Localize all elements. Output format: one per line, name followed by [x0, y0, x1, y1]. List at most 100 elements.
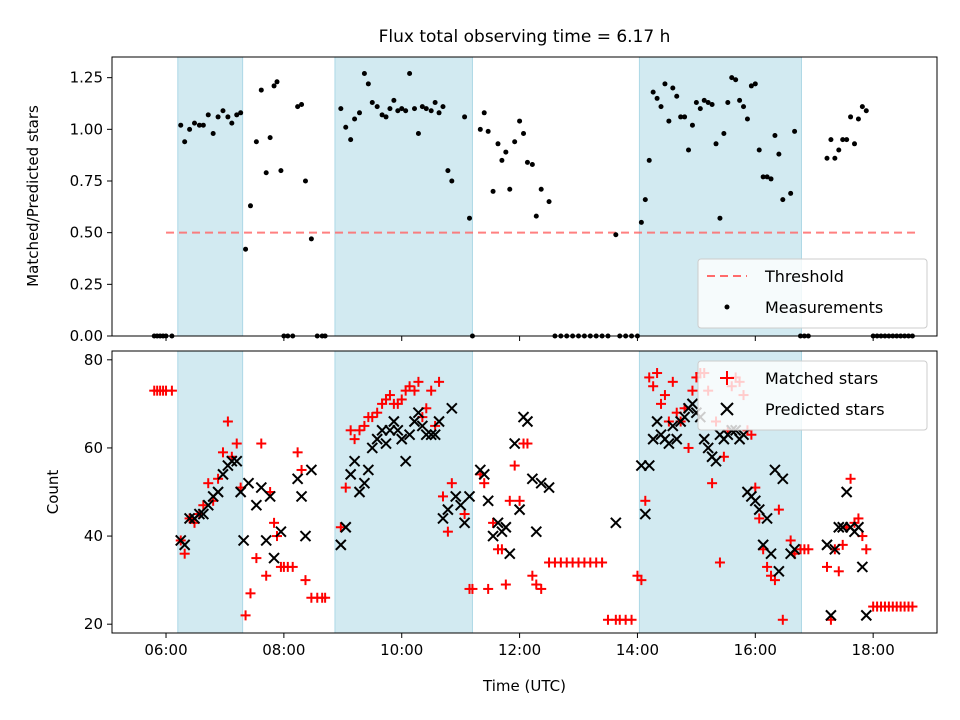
matched-star-marker [179, 548, 190, 559]
predicted-star-marker [260, 534, 272, 547]
measurement-point [709, 102, 715, 108]
measurement-point [613, 232, 619, 238]
measurement-point [462, 114, 468, 120]
predicted-star-marker [353, 486, 366, 498]
matched-star-marker [240, 610, 251, 621]
x-tick-label: 10:00 [380, 641, 423, 659]
predicted-star-marker [777, 473, 789, 485]
matched-star-marker [636, 575, 647, 586]
predicted-star-marker [702, 442, 714, 454]
measurement-point [348, 137, 354, 143]
matched-star-marker [531, 579, 542, 590]
x-tick-label: 06:00 [144, 641, 187, 659]
chart-title: Flux total observing time = 6.17 h [379, 27, 671, 47]
measurement-point [196, 122, 202, 128]
measurement-point [295, 104, 301, 110]
measurement-point [436, 110, 442, 116]
measurement-point [642, 197, 648, 203]
matched-star-marker [707, 478, 718, 489]
predicted-star-marker [757, 539, 769, 551]
matched-star-marker [404, 381, 415, 392]
measurement-point [253, 139, 259, 145]
measurement-point [365, 81, 371, 87]
bottom-legend: Matched stars Predicted stars [697, 360, 928, 431]
bottom-y-axis-ticks: 20 40 60 80 [84, 351, 112, 633]
measurement-point [752, 81, 758, 87]
measurement-point [449, 178, 455, 184]
measurement-point [788, 190, 794, 196]
measurement-point [670, 85, 676, 91]
measurement-point [678, 114, 684, 120]
matched-star-marker [483, 583, 494, 594]
predicted-star-marker [340, 521, 352, 533]
top-axes-frame [111, 56, 938, 337]
measurement-point [517, 118, 523, 124]
measurement-points [151, 71, 915, 339]
measurement-point [415, 130, 421, 136]
predicted-star-marker [821, 539, 833, 551]
measurement-point [717, 215, 723, 221]
top-panel: 0.00 0.25 0.50 0.75 1.00 1.25 Matched/Predict… [24, 56, 938, 345]
predicted-star-marker [242, 477, 255, 489]
measurement-point [725, 99, 731, 105]
measurement-point [263, 170, 269, 176]
measurement-point [403, 108, 409, 114]
matched-star-marker [907, 601, 918, 612]
predicted-star-marker [193, 508, 206, 520]
measurement-point [852, 141, 857, 147]
measurement-point [674, 93, 680, 99]
matched-star-marker [746, 429, 757, 440]
predicted-star-marker [710, 455, 722, 467]
measurement-point [828, 137, 834, 143]
predicted-star-marker [217, 468, 229, 481]
bottom-y-axis-label: Count [44, 470, 62, 515]
predicted-star-marker [639, 508, 652, 520]
measurement-point [299, 102, 305, 108]
top-y-axis-ticks: 0.00 0.25 0.50 0.75 1.00 1.25 [70, 69, 112, 345]
measurement-point [844, 137, 850, 143]
predicted-star-marker [264, 490, 276, 503]
predicted-star-marker [737, 429, 750, 441]
measurement-point [764, 174, 770, 180]
predicted-star-marker [178, 539, 191, 551]
predicted-star-marker [408, 415, 421, 428]
matched-star-marker [340, 482, 351, 493]
predicted-star-marker [651, 415, 663, 428]
predicted-star-marker [275, 525, 287, 538]
measurement-point [432, 99, 438, 105]
top-legend: Threshold Measurements [697, 258, 928, 329]
matched-star-marker [287, 561, 298, 572]
shaded-interval [334, 56, 473, 337]
measurement-point [412, 106, 417, 112]
predicted-star-marker [543, 481, 555, 494]
matched-star-marker [384, 390, 395, 401]
matched-star-marker [822, 561, 832, 572]
predicted-star-marker [610, 517, 622, 529]
predicted-star-marker [671, 433, 683, 445]
matched-star-marker [217, 447, 228, 458]
matched-star-marker [426, 385, 437, 396]
predicted-star-marker [492, 517, 504, 529]
matched-star-marker [687, 385, 698, 396]
measurement-point [445, 168, 451, 174]
predicted-star-marker [420, 429, 432, 441]
measurement-point [792, 128, 798, 134]
measurement-point [238, 110, 244, 116]
measurement-point [267, 135, 273, 141]
measurement-point [423, 106, 429, 112]
measurement-point [507, 186, 513, 192]
predicted-star-marker [268, 552, 280, 564]
predicted-star-marker [860, 609, 872, 622]
measurement-point [274, 79, 280, 85]
x-axis-label: Time (UTC) [482, 677, 566, 695]
y-tick-label: 0.50 [70, 224, 103, 242]
measurement-point [741, 104, 747, 110]
matched-star-marker [667, 376, 678, 387]
matched-star-marker [446, 478, 457, 489]
measurement-point [646, 157, 652, 163]
predicted-star-marker [250, 499, 263, 511]
measurement-point [729, 75, 735, 81]
matched-star-marker [442, 526, 453, 537]
predicted-star-marker [234, 486, 247, 498]
measurement-point [840, 137, 846, 143]
